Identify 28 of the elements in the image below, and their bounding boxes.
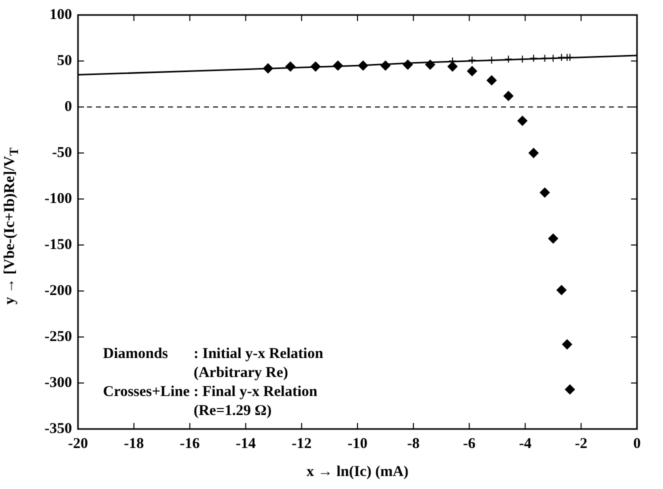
x-tick-label: 0 (633, 436, 641, 452)
annotation: : Final y-x Relation (194, 383, 318, 402)
y-tick-label: -100 (44, 190, 72, 207)
y-tick-label: -350 (44, 420, 72, 437)
x-tick-label: -4 (518, 436, 532, 452)
y-tick-label: 100 (50, 6, 72, 23)
y-tick-label: -150 (44, 236, 72, 253)
x-tick-label: -8 (407, 436, 420, 452)
y-tick-label: -250 (44, 328, 72, 345)
annotation: (Arbitrary Re) (194, 364, 290, 383)
x-tick-label: -2 (574, 436, 588, 452)
y-tick-label: 0 (64, 98, 72, 115)
y-tick-label: -50 (52, 144, 72, 161)
y-tick-label: -200 (44, 282, 72, 299)
x-tick-label: -10 (348, 436, 368, 452)
annotation: : Initial y-x Relation (194, 345, 324, 364)
x-axis-title: x → ln(Ic) (mA) (306, 464, 409, 480)
annotation: Diamonds (103, 345, 170, 364)
x-tick-label: -12 (292, 436, 312, 452)
x-tick-label: -18 (124, 436, 144, 452)
y-tick-label: 50 (57, 52, 72, 69)
y-tick-label: -300 (44, 374, 72, 391)
x-tick-label: -16 (180, 436, 200, 452)
annotation: Crosses+Line (103, 383, 190, 402)
annotation: (Re=1.29 Ω) (194, 402, 273, 421)
x-tick-label: -6 (463, 436, 476, 452)
x-tick-label: -20 (68, 436, 88, 452)
x-tick-label: -14 (236, 436, 256, 452)
